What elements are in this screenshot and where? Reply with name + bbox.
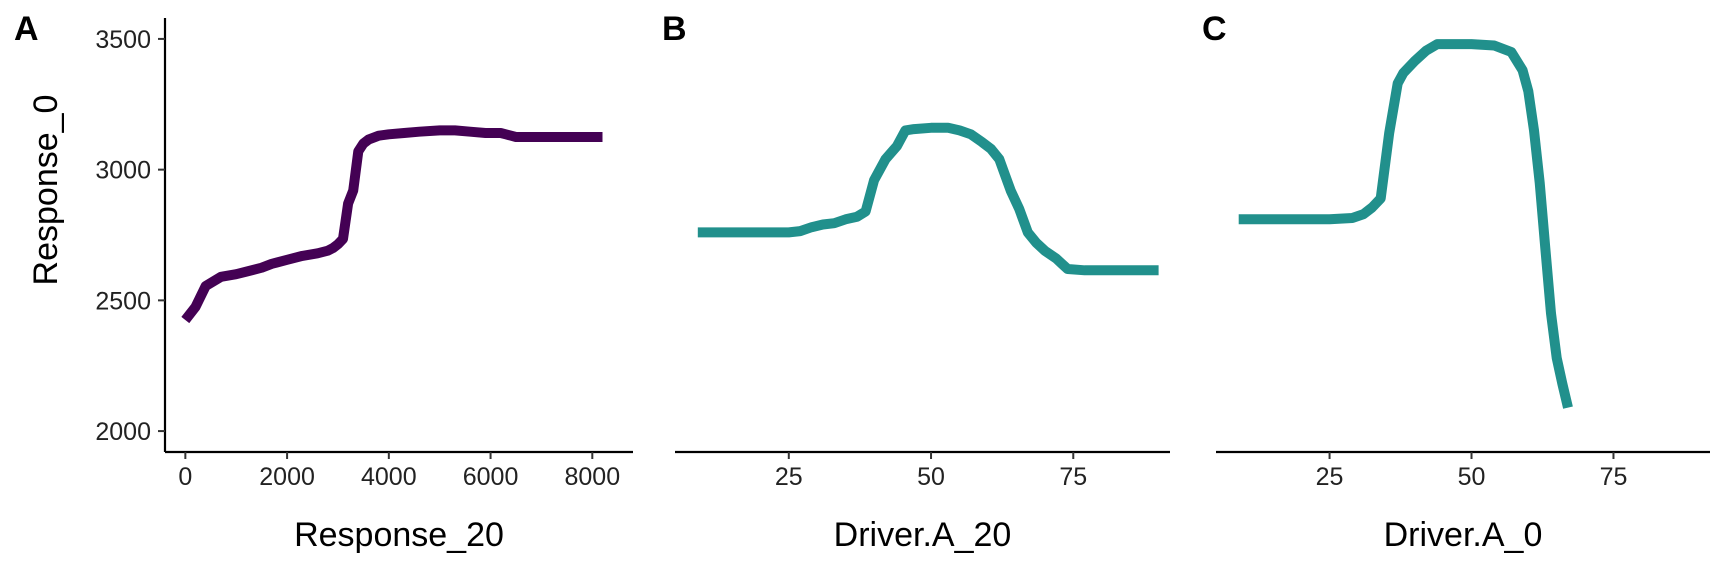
panels-group: A 0 2000 4000 6000 8000 Response_20 2000 2500 300…: [14, 10, 1710, 554]
panel-label: A: [14, 10, 39, 48]
y-tick-label: 3000: [95, 157, 151, 185]
panel-a: A 0 2000 4000 6000 8000 Response_20 2000 2500 300…: [14, 10, 633, 554]
x-tick-label: 75: [1600, 463, 1628, 491]
y-tick-label: 2500: [95, 287, 151, 315]
x-tick-label: 8000: [564, 463, 620, 491]
x-tick-label: 6000: [463, 463, 519, 491]
x-tick-label: 4000: [361, 463, 417, 491]
y-axis-title: Response_0: [27, 95, 65, 286]
y-tick-label: 3500: [95, 26, 151, 54]
x-tick-label: 75: [1059, 463, 1087, 491]
x-tick-label: 25: [1316, 463, 1344, 491]
series-line: [697, 122, 1159, 276]
x-tick-label: 2000: [259, 463, 315, 491]
panel-label: B: [662, 10, 687, 48]
x-tick-label: 25: [775, 463, 803, 491]
panel-b: B 25 50 75 Driver.A_20: [662, 10, 1170, 554]
panel-c: C 25 50 75 Driver.A_0: [1202, 10, 1710, 554]
x-tick-label: 50: [1458, 463, 1486, 491]
x-axis-title: Response_20: [294, 516, 504, 554]
series-line: [1238, 39, 1573, 409]
x-tick-label: 0: [178, 463, 192, 491]
x-tick-label: 50: [917, 463, 945, 491]
y-tick-label: 2000: [95, 418, 151, 446]
series-line: [181, 125, 603, 324]
x-axis-title: Driver.A_0: [1384, 516, 1543, 554]
x-axis-title: Driver.A_20: [834, 516, 1012, 554]
panel-label: C: [1202, 10, 1227, 48]
